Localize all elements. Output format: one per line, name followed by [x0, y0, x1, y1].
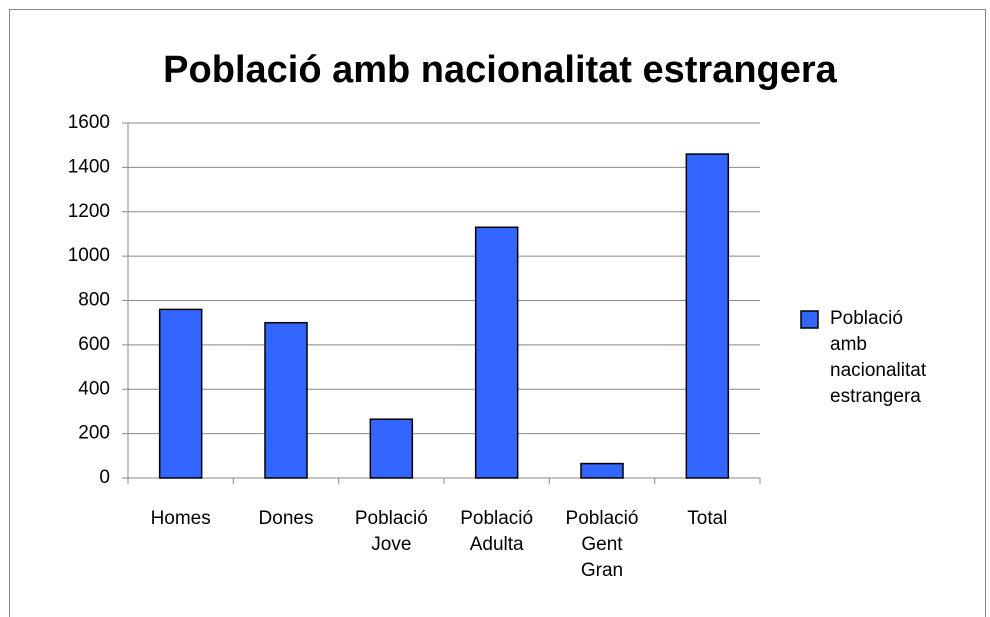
y-tick-label: 1600	[68, 112, 110, 133]
x-tick-label: Homes	[150, 508, 211, 529]
y-tick-label: 200	[78, 423, 110, 444]
bar	[474, 226, 519, 479]
y-tick-label: 600	[78, 334, 110, 355]
bar	[685, 153, 730, 479]
bar	[264, 321, 308, 479]
legend-marker	[800, 310, 819, 329]
chart-frame	[9, 9, 986, 617]
x-tick-label: Població Gent Gran	[565, 508, 639, 581]
x-tick-label: Total	[687, 508, 728, 529]
y-tick-label: 800	[78, 290, 110, 311]
y-tick-label: 1400	[68, 156, 110, 177]
y-tick-label: 0	[99, 467, 110, 488]
x-tick-label: Dones	[258, 508, 314, 529]
x-tick-label: Població Jove	[354, 508, 428, 555]
x-tick-label: Població Adulta	[460, 508, 534, 555]
y-tick-label: 400	[78, 378, 110, 399]
bar	[158, 308, 203, 479]
y-tick-label: 1000	[68, 245, 110, 266]
chart-title: Població amb nacionalitat estrangera	[163, 49, 838, 91]
bar	[369, 418, 414, 479]
legend-label: Població amb nacionalitat estrangera	[830, 308, 927, 407]
bar	[580, 462, 624, 479]
y-tick-label: 1200	[68, 201, 110, 222]
